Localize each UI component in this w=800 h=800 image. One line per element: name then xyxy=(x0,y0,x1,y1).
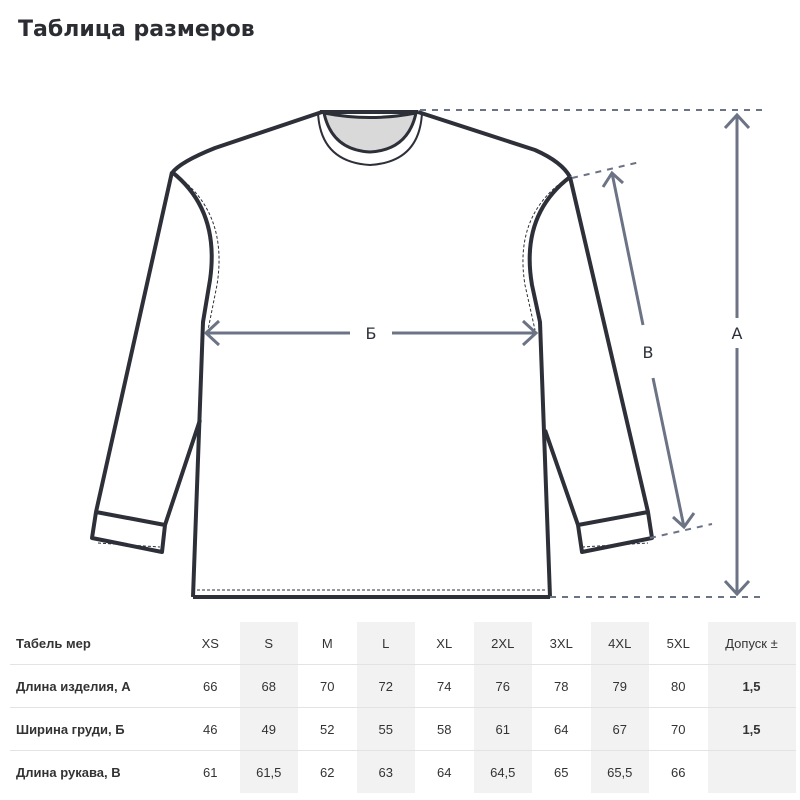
table-row: Длина изделия, А 66 68 70 72 74 76 78 79 80 1,5 xyxy=(10,664,796,708)
table-cell: 52 xyxy=(298,707,357,751)
table-cell: 64 xyxy=(437,764,452,780)
left-sleeve xyxy=(90,171,202,554)
table-cell: 49 xyxy=(239,707,298,751)
chest-arrow xyxy=(203,319,539,347)
table-cell xyxy=(707,750,796,793)
table-cell: 2XL xyxy=(473,622,532,665)
table-cell: 72 xyxy=(356,664,415,708)
table-cell: 61 xyxy=(473,707,532,751)
table-cell: L xyxy=(356,622,415,665)
table-cell: 66 xyxy=(671,764,686,780)
row-label: Ширина груди, Б xyxy=(10,707,181,751)
table-cell: S xyxy=(239,622,298,665)
table-cell: 64,5 xyxy=(473,750,532,793)
table-cell: 46 xyxy=(181,707,240,751)
table-cell: 63 xyxy=(356,750,415,793)
table-cell: 1,5 xyxy=(707,707,796,751)
neck-inner xyxy=(322,111,418,154)
length-arrow xyxy=(723,112,751,597)
shirt-diagram: Б В А xyxy=(90,109,765,599)
table-cell: 76 xyxy=(473,664,532,708)
table-cell: 78 xyxy=(532,664,591,708)
table-cell: 58 xyxy=(415,707,474,751)
right-armhole xyxy=(527,175,572,598)
chest-label: Б xyxy=(366,324,377,343)
table-cell: 61,5 xyxy=(239,750,298,793)
table-cell: 66 xyxy=(181,664,240,708)
table-cell: 74 xyxy=(415,664,474,708)
length-label: А xyxy=(732,324,743,343)
table-cell: 79 xyxy=(590,664,649,708)
table-cell: 65 xyxy=(554,764,569,780)
table-cell: 1,5 xyxy=(707,664,796,708)
table-row: Ширина груди, Б 46 49 52 55 58 61 64 67 70 1,5 xyxy=(10,707,796,751)
table-cell: 70 xyxy=(649,707,708,751)
table-cell: 4XL xyxy=(590,622,649,665)
table-header: Табель мер XS S M L XL 2XL 3XL 4XL 5XL Допуск ± xyxy=(10,622,796,665)
table-cell: 64 xyxy=(532,707,591,751)
table-cell: 3XL xyxy=(532,622,591,665)
shoulders xyxy=(170,110,572,179)
size-table: Табель мер XS S M L XL 2XL 3XL 4XL 5XL Допуск ± Дли… xyxy=(10,622,796,793)
table-cell: M xyxy=(298,622,357,665)
page-title: Таблица размеров xyxy=(18,17,255,42)
table-cell: 61 xyxy=(203,764,218,780)
table-row: Длина рукава, В 61 61,5 62 63 64 64,5 65 65,5 66 xyxy=(10,750,796,793)
table-cell: 70 xyxy=(298,664,357,708)
table-cell: 67 xyxy=(590,707,649,751)
neck-rib xyxy=(317,111,423,166)
sleeve-label: В xyxy=(643,343,654,362)
table-cell: 5XL xyxy=(649,622,708,665)
sleeve-arrow xyxy=(601,170,696,530)
row-label: Длина изделия, А xyxy=(10,664,181,708)
row-label: Длина рукава, В xyxy=(16,764,121,780)
table-cell: XS xyxy=(181,622,240,665)
table-cell: 62 xyxy=(320,764,335,780)
table-cell: 65,5 xyxy=(590,750,649,793)
left-armhole xyxy=(170,170,214,598)
right-sleeve xyxy=(543,176,654,554)
table-cell: XL xyxy=(415,622,474,665)
table-cell: 80 xyxy=(649,664,708,708)
row-label: Табель мер xyxy=(10,622,181,665)
table-cell: 55 xyxy=(356,707,415,751)
table-cell: Допуск ± xyxy=(707,622,796,665)
table-cell: 68 xyxy=(239,664,298,708)
